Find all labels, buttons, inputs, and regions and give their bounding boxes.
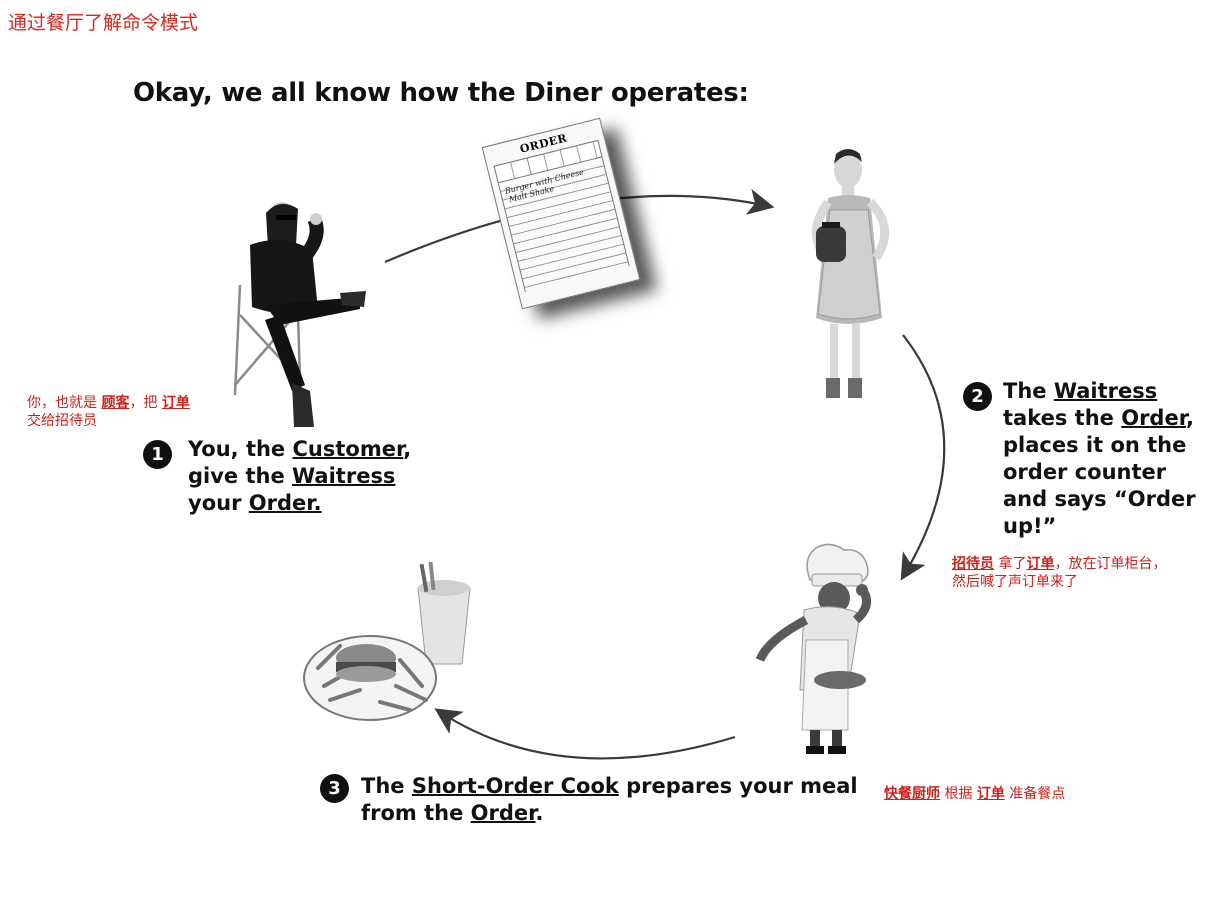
note-keyword-order: 订单 [976, 786, 1005, 802]
term-order: Order. [248, 491, 322, 515]
note-keyword-order: 订单 [1026, 556, 1055, 572]
arrow-cook-to-meal [434, 708, 736, 760]
step-number: 1 [143, 440, 172, 469]
term-order: Order [470, 801, 536, 825]
term-order: Order [1121, 406, 1186, 430]
cook-photo [755, 543, 872, 754]
step-number: 2 [963, 382, 992, 411]
note-keyword-customer: 顾客 [101, 395, 130, 411]
note-keyword-order: 订单 [161, 395, 190, 411]
diner-heading: Okay, we all know how the Diner operates… [133, 78, 749, 108]
step-number: 3 [320, 774, 349, 803]
meal-photo [303, 561, 471, 721]
step-2-text: The Waitress takes the Order, places it … [1003, 379, 1196, 538]
page-title: 通过餐厅了解命令模式 [8, 12, 199, 34]
waitress-note: 招待员 拿了订单，放在订单柜台， 然后喊了声订单来了 [952, 556, 1167, 590]
note-keyword-cook: 快餐厨师 [884, 786, 940, 802]
note-keyword-waitress: 招待员 [952, 556, 994, 572]
term-customer: Customer [292, 437, 404, 461]
customer-note: 你，也就是 顾客，把 订单 交给招待员 [27, 395, 190, 429]
customer-photo [233, 202, 366, 427]
step-1-text: You, the Customer, give the Waitress you… [188, 437, 412, 515]
step-3-text: The Short-Order Cook prepares your meal … [361, 774, 858, 825]
arrow-waitress-to-cook [900, 334, 946, 581]
term-short-order-cook: Short-Order Cook [411, 774, 619, 798]
term-waitress: Waitress [292, 464, 396, 488]
term-waitress: Waitress [1053, 379, 1158, 403]
waitress-photo [811, 149, 890, 398]
cook-note: 快餐厨师 根据 订单 准备餐点 [884, 786, 1066, 802]
